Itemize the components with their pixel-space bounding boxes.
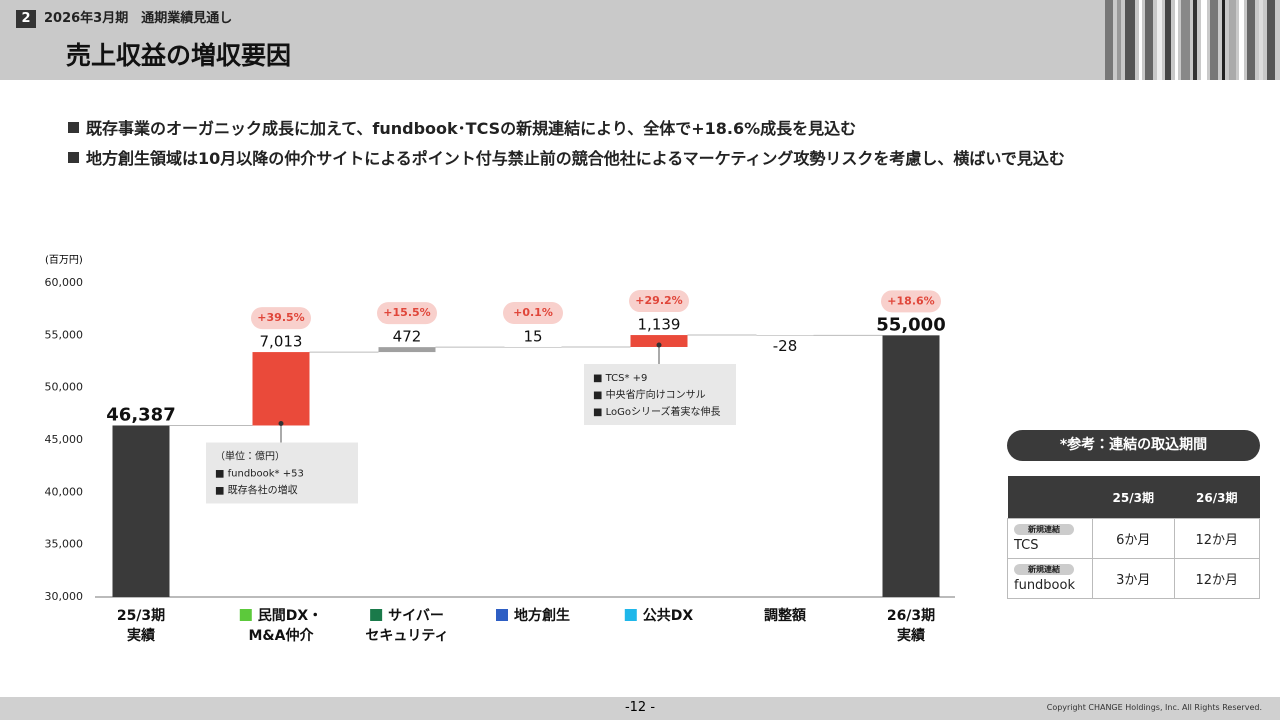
growth-label: +0.1% [513, 306, 553, 319]
cell: 3か月 [1092, 558, 1175, 599]
x-tick-label: 公共DX [643, 607, 694, 624]
column-header: 25/3期 [1092, 476, 1175, 519]
x-tick-label: サイバー [388, 608, 444, 624]
legend-swatch [239, 609, 252, 621]
page-title: 売上収益の増収要因 [66, 41, 292, 70]
bar [252, 352, 310, 426]
data-label: -28 [773, 337, 798, 355]
callout-line: （単位：億円） [215, 449, 285, 462]
growth-badge [503, 301, 563, 324]
row-name: 新規連結 fundbook [1007, 558, 1093, 599]
x-tick-label: セキュリティ [365, 628, 448, 644]
callout-line: ■ LoGoシリーズ着実な伸長 [593, 405, 721, 418]
reference-title: *参考：連結の取込期間 [1007, 430, 1260, 461]
header-row: 25/3期 26/3期 [1007, 476, 1260, 519]
reference-table: 25/3期 26/3期 新規連結 TCS 6か月 12か月 新規連結 fundbook 3か… [1007, 476, 1261, 599]
bar [112, 425, 170, 597]
y-tick-label: 45,000 [45, 433, 84, 446]
growth-badge [629, 290, 689, 313]
bullet: 既存事業のオーガニック成長に加えて、fundbook･TCSの新規連結により、全… [68, 115, 856, 139]
stripes [1105, 0, 1275, 80]
data-label: 472 [393, 328, 422, 346]
row: 新規連結 fundbook 3か月 12か月 [1007, 558, 1261, 599]
legend-swatch [624, 609, 637, 621]
chart: (百万円) 30,000 35,000 40,000 45,000 50,000 55,0… [45, 254, 955, 644]
cell: 12か月 [1173, 518, 1261, 559]
bar [756, 335, 814, 336]
growth-label: +39.5% [257, 311, 304, 324]
page-number: -12 - [624, 700, 656, 715]
x-tick-label: 民間DX・ [258, 608, 322, 624]
x-tick-label: 実績 [897, 627, 926, 644]
y-tick-label: 35,000 [45, 538, 84, 551]
y-tick-label: 50,000 [45, 381, 84, 394]
cell: 6か月 [1092, 518, 1175, 559]
growth-badge [881, 290, 941, 313]
x-tick-label: M&A仲介 [249, 627, 314, 644]
cell: 12か月 [1173, 558, 1261, 599]
x-tick-label: 実績 [127, 627, 156, 644]
y-tick-label: 30,000 [45, 590, 84, 603]
data-label: 7,013 [260, 333, 303, 351]
legend-swatch [496, 609, 508, 621]
bar [504, 346, 562, 348]
legend-swatch [370, 609, 383, 621]
callout-dot [656, 342, 662, 348]
growth-label: +29.2% [635, 294, 682, 307]
footer: -12 - Copyright CHANGE Holdings, Inc. Al… [0, 697, 1280, 720]
bar [630, 335, 688, 347]
row-name: 新規連結 TCS [1007, 518, 1093, 559]
growth-label: +15.5% [383, 306, 430, 319]
growth-badge [377, 302, 437, 325]
copyright: Copyright CHANGE Holdings, Inc. All Righ… [1046, 703, 1262, 712]
x-tick-label: 地方創生 [514, 607, 570, 624]
data-label: 46,387 [106, 404, 175, 425]
tag: 新規連結 [1014, 524, 1074, 535]
column-header: 26/3期 [1174, 476, 1260, 519]
name: fundbook [1014, 578, 1075, 593]
name: TCS [1014, 538, 1039, 553]
x-tick-label: 26/3期 [887, 608, 935, 624]
callout-box [584, 363, 736, 425]
row: 新規連結 TCS 6か月 12か月 [1007, 518, 1261, 559]
callout-box [206, 442, 358, 504]
section-number: 2 [16, 10, 36, 28]
y-tick-label: 60,000 [45, 276, 84, 289]
bar [378, 347, 436, 353]
callout-line: ■ 中央省庁向けコンサル [593, 388, 706, 401]
callout-line: ■ 既存各社の増収 [215, 483, 298, 496]
callout-line: ■ TCS* +9 [593, 373, 647, 384]
growth-label: +18.6% [887, 294, 934, 307]
bullet: 地方創生領域は10月以降の仲介サイトによるポイント付与禁止前の競合他社によるマー… [68, 145, 1065, 169]
x-tick-label: 25/3期 [117, 608, 165, 624]
growth-badge [251, 307, 311, 330]
data-label: 15 [523, 327, 542, 345]
x-tick-label: 調整額 [764, 607, 807, 624]
corner [1007, 476, 1093, 519]
y-tick-label: 40,000 [45, 485, 84, 498]
bar [882, 335, 940, 597]
y-tick-label: 55,000 [45, 328, 84, 341]
tag: 新規連結 [1014, 564, 1074, 575]
callout-line: ■ fundbook* +53 [215, 468, 304, 479]
data-label: 1,139 [638, 316, 681, 334]
callout-dot [278, 420, 284, 426]
data-label: 55,000 [876, 314, 945, 335]
y-axis-label: (百万円) [45, 254, 83, 266]
header-subtitle: 2026年3月期 通期業績見通し [44, 11, 233, 26]
header: 2 2026年3月期 通期業績見通し 売上収益の増収要因 [0, 0, 1280, 80]
